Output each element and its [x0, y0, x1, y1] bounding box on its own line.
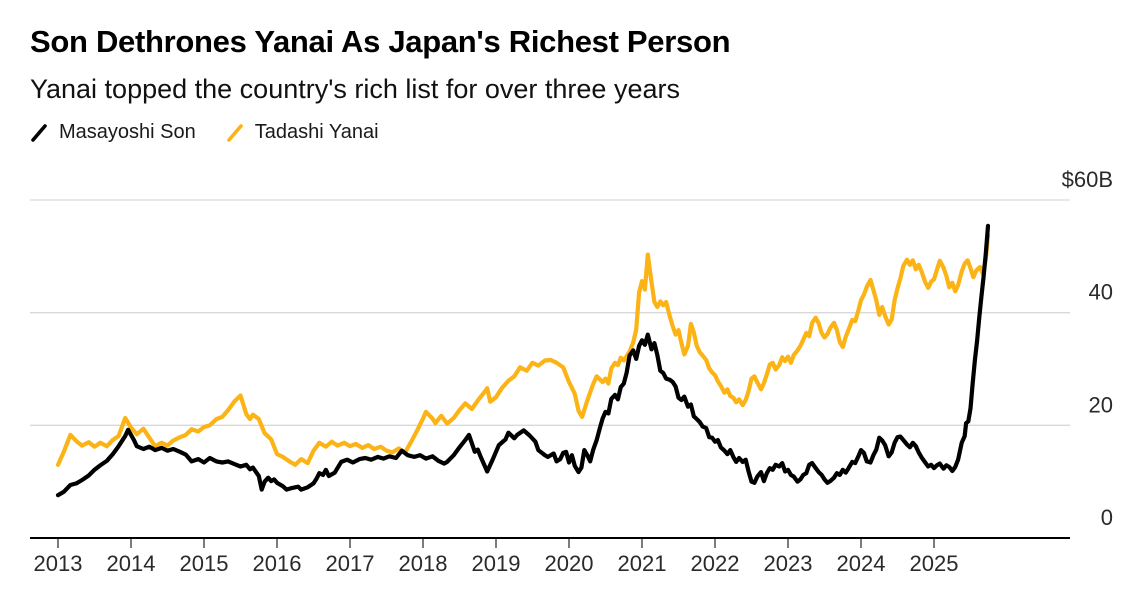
y-axis-label: $60B — [1062, 167, 1113, 192]
x-axis-label: 2024 — [837, 551, 886, 576]
x-axis-label: 2018 — [399, 551, 448, 576]
chart-subtitle: Yanai topped the country's rich list for… — [30, 73, 680, 104]
y-axis-label: 0 — [1101, 505, 1113, 530]
son-line — [55, 223, 991, 498]
x-axis-label: 2019 — [472, 551, 521, 576]
x-axis-label: 2022 — [691, 551, 740, 576]
chart-header: Son Dethrones Yanai As Japan's Richest P… — [30, 24, 731, 144]
x-axis-label: 2017 — [326, 551, 375, 576]
y-axis-label: 40 — [1089, 280, 1113, 305]
legend-item-son: Masayoshi Son — [30, 121, 196, 144]
page-title: Son Dethrones Yanai As Japan's Richest P… — [30, 24, 731, 59]
son-line-swatch-icon — [31, 124, 47, 142]
yanai-line — [55, 233, 991, 467]
yanai-line-swatch-icon — [226, 124, 243, 142]
x-axis-label: 2025 — [910, 551, 959, 576]
chart-legend: Masayoshi Son Tadashi Yanai — [30, 121, 730, 144]
legend-item-yanai: Tadashi Yanai — [226, 121, 379, 144]
y-axis-label: 20 — [1089, 392, 1113, 417]
x-axis-label: 2023 — [764, 551, 813, 576]
x-axis-label: 2014 — [107, 551, 156, 576]
x-axis-label: 2021 — [618, 551, 667, 576]
x-axis-label: 2013 — [34, 551, 83, 576]
x-axis-label: 2020 — [545, 551, 594, 576]
x-axis-label: 2016 — [253, 551, 302, 576]
legend-label-yanai: Tadashi Yanai — [254, 121, 379, 144]
legend-label-son: Masayoshi Son — [59, 121, 196, 144]
x-axis-label: 2015 — [180, 551, 229, 576]
